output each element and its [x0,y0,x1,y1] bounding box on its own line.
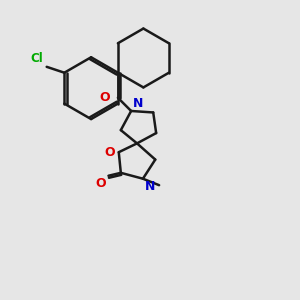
Text: Cl: Cl [30,52,43,65]
Text: N: N [133,97,143,110]
Text: O: O [95,177,106,190]
Text: O: O [105,146,115,159]
Text: O: O [99,91,110,104]
Text: N: N [145,180,155,193]
